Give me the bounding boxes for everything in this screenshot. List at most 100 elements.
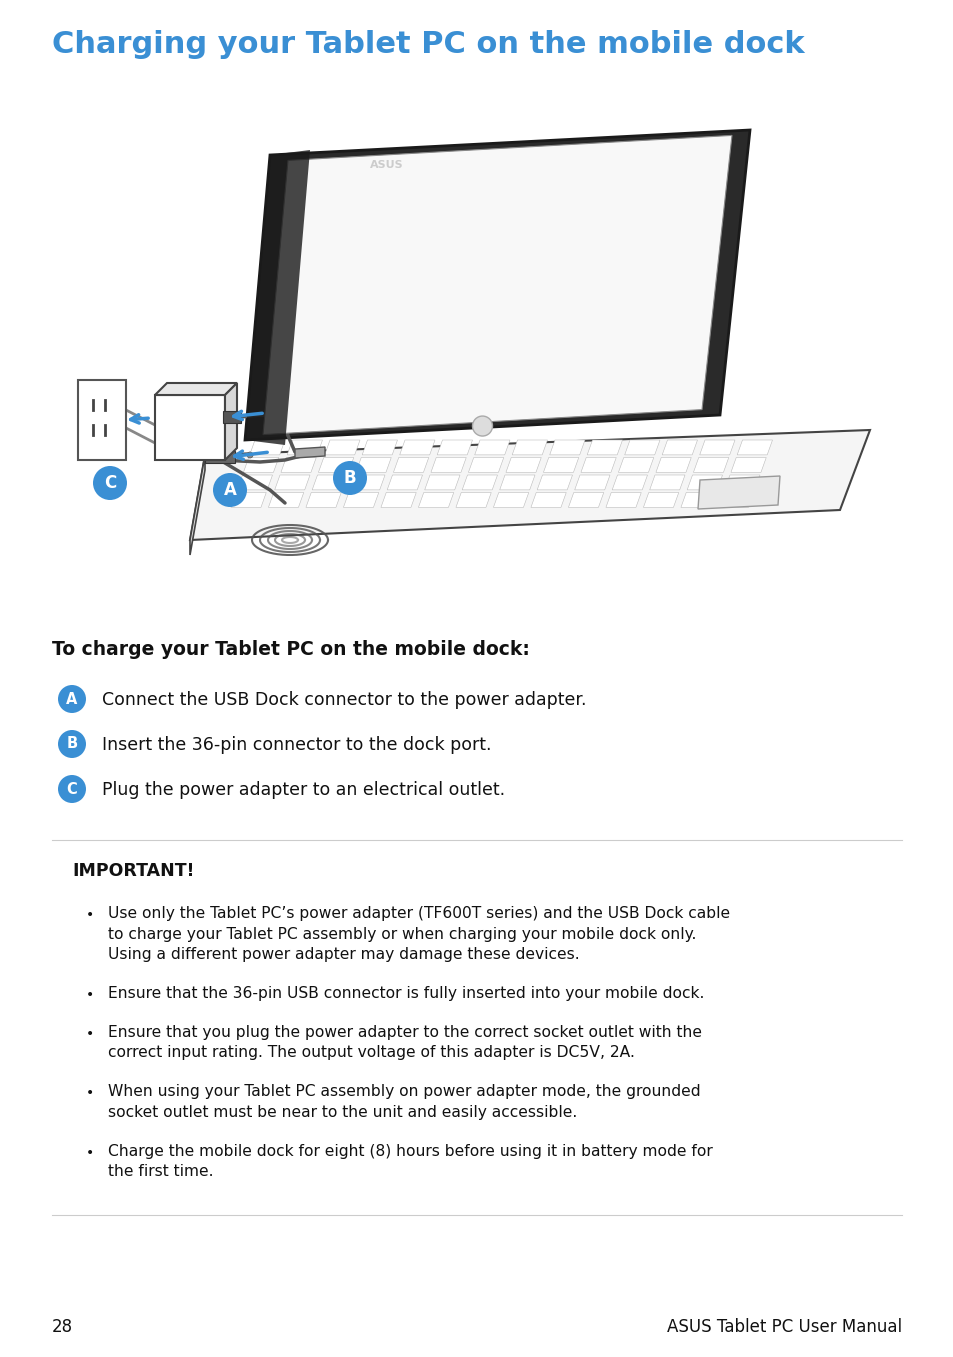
Text: Charge the mobile dock for eight (8) hours before using it in battery mode for: Charge the mobile dock for eight (8) hou… — [108, 1144, 712, 1159]
Text: ASUS: ASUS — [370, 160, 403, 170]
Polygon shape — [343, 493, 378, 508]
Polygon shape — [280, 457, 315, 472]
Polygon shape — [154, 383, 236, 395]
Text: B: B — [67, 737, 77, 752]
Text: A: A — [223, 480, 236, 499]
Polygon shape — [568, 493, 603, 508]
Text: •: • — [86, 988, 94, 1001]
Polygon shape — [294, 446, 325, 459]
Text: correct input rating. The output voltage of this adapter is DC5V, 2A.: correct input rating. The output voltage… — [108, 1045, 634, 1060]
Text: to charge your Tablet PC assembly or when charging your mobile dock only.: to charge your Tablet PC assembly or whe… — [108, 927, 696, 942]
Circle shape — [213, 474, 247, 508]
Polygon shape — [190, 455, 205, 555]
Circle shape — [58, 685, 86, 712]
Polygon shape — [362, 440, 397, 455]
Polygon shape — [499, 475, 535, 490]
Circle shape — [58, 775, 86, 803]
Text: Insert the 36-pin connector to the dock port.: Insert the 36-pin connector to the dock … — [102, 735, 491, 754]
Text: Use only the Tablet PC’s power adapter (TF600T series) and the USB Dock cable: Use only the Tablet PC’s power adapter (… — [108, 906, 729, 921]
Polygon shape — [475, 440, 510, 455]
Polygon shape — [245, 130, 749, 440]
Polygon shape — [399, 440, 435, 455]
Text: B: B — [343, 470, 355, 487]
Text: Using a different power adapter may damage these devices.: Using a different power adapter may dama… — [108, 947, 579, 962]
Circle shape — [92, 465, 127, 499]
Text: Ensure that the 36-pin USB connector is fully inserted into your mobile dock.: Ensure that the 36-pin USB connector is … — [108, 987, 703, 1001]
Polygon shape — [78, 380, 126, 460]
Polygon shape — [424, 475, 459, 490]
Polygon shape — [268, 493, 303, 508]
Text: •: • — [86, 1087, 94, 1101]
Polygon shape — [730, 457, 765, 472]
Circle shape — [333, 461, 367, 495]
Circle shape — [472, 417, 492, 436]
Polygon shape — [642, 493, 678, 508]
Polygon shape — [587, 440, 622, 455]
Polygon shape — [190, 430, 869, 540]
Text: •: • — [86, 1145, 94, 1160]
Text: IMPORTANT!: IMPORTANT! — [71, 862, 194, 879]
Polygon shape — [456, 493, 491, 508]
Polygon shape — [505, 457, 540, 472]
Text: ASUS Tablet PC User Manual: ASUS Tablet PC User Manual — [666, 1318, 901, 1337]
Polygon shape — [393, 457, 428, 472]
Text: Charging your Tablet PC on the mobile dock: Charging your Tablet PC on the mobile do… — [52, 30, 803, 58]
Polygon shape — [580, 457, 616, 472]
Polygon shape — [318, 457, 354, 472]
Polygon shape — [436, 440, 472, 455]
Polygon shape — [680, 493, 716, 508]
Circle shape — [58, 730, 86, 759]
Polygon shape — [324, 440, 359, 455]
Polygon shape — [605, 493, 640, 508]
Polygon shape — [656, 457, 691, 472]
Polygon shape — [355, 457, 391, 472]
Polygon shape — [468, 457, 503, 472]
Text: 28: 28 — [52, 1318, 73, 1337]
Polygon shape — [380, 493, 416, 508]
Polygon shape — [306, 493, 341, 508]
Polygon shape — [699, 440, 734, 455]
Polygon shape — [737, 440, 772, 455]
Polygon shape — [493, 493, 528, 508]
Polygon shape — [431, 457, 466, 472]
Polygon shape — [531, 493, 566, 508]
Circle shape — [247, 452, 253, 459]
Polygon shape — [225, 383, 236, 460]
Polygon shape — [237, 475, 273, 490]
Text: the first time.: the first time. — [108, 1164, 213, 1179]
Polygon shape — [574, 475, 609, 490]
Text: •: • — [86, 908, 94, 921]
Text: C: C — [67, 782, 77, 797]
Polygon shape — [512, 440, 547, 455]
Polygon shape — [312, 475, 347, 490]
Polygon shape — [686, 475, 721, 490]
Polygon shape — [724, 475, 760, 490]
Polygon shape — [350, 475, 385, 490]
Text: A: A — [67, 692, 77, 707]
Text: Connect the USB Dock connector to the power adapter.: Connect the USB Dock connector to the po… — [102, 691, 586, 708]
Polygon shape — [624, 440, 659, 455]
Polygon shape — [418, 493, 454, 508]
Polygon shape — [612, 475, 647, 490]
Polygon shape — [387, 475, 422, 490]
Text: C: C — [104, 474, 116, 493]
Text: socket outlet must be near to the unit and easily accessible.: socket outlet must be near to the unit a… — [108, 1105, 577, 1120]
Polygon shape — [287, 440, 322, 455]
Text: Plug the power adapter to an electrical outlet.: Plug the power adapter to an electrical … — [102, 782, 504, 799]
Polygon shape — [698, 476, 780, 509]
Polygon shape — [263, 136, 731, 434]
Polygon shape — [274, 475, 310, 490]
Polygon shape — [245, 151, 310, 445]
Polygon shape — [154, 395, 225, 460]
Polygon shape — [649, 475, 684, 490]
Polygon shape — [549, 440, 584, 455]
Bar — [223, 411, 241, 423]
Text: Ensure that you plug the power adapter to the correct socket outlet with the: Ensure that you plug the power adapter t… — [108, 1025, 701, 1039]
Polygon shape — [693, 457, 728, 472]
Text: To charge your Tablet PC on the mobile dock:: To charge your Tablet PC on the mobile d… — [52, 641, 529, 660]
Polygon shape — [618, 457, 653, 472]
Text: •: • — [86, 1027, 94, 1041]
Bar — [205, 451, 234, 463]
Text: When using your Tablet PC assembly on power adapter mode, the grounded: When using your Tablet PC assembly on po… — [108, 1084, 700, 1099]
Polygon shape — [231, 493, 266, 508]
